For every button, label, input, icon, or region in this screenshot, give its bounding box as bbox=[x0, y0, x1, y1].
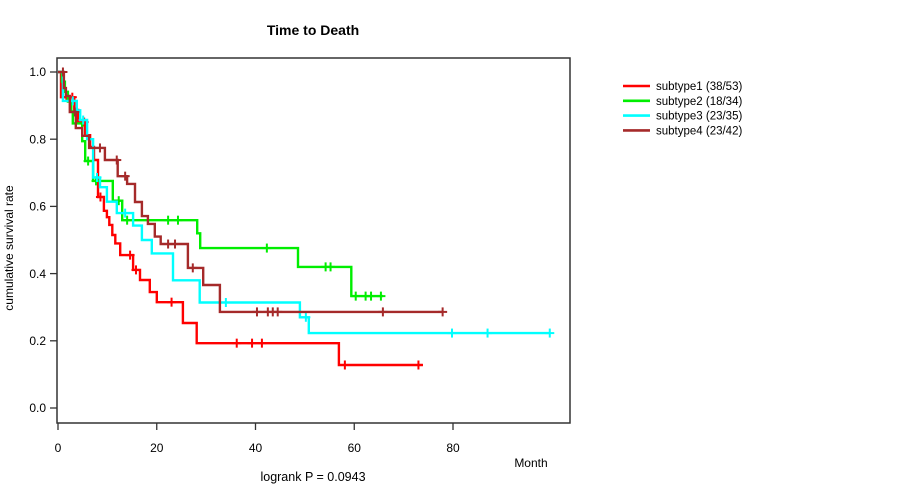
y-tick-label: 0.6 bbox=[29, 200, 46, 214]
y-tick-label: 0.4 bbox=[29, 267, 46, 281]
censor-marks-subtype4 bbox=[58, 67, 448, 317]
x-tick-label: 40 bbox=[249, 441, 263, 455]
survival-curve-subtype1 bbox=[58, 70, 423, 367]
y-axis-ticks: 0.0 0.2 0.4 0.6 0.8 1.0 bbox=[29, 65, 57, 415]
x-tick-label: 20 bbox=[150, 441, 164, 455]
plot-title: Time to Death bbox=[267, 22, 359, 38]
survival-curve-subtype2 bbox=[58, 70, 383, 298]
logrank-annotation: logrank P = 0.0943 bbox=[260, 470, 365, 484]
censor-marks-subtype1 bbox=[61, 92, 423, 370]
legend-label: subtype4 (23/42) bbox=[656, 125, 742, 137]
y-tick-label: 0.2 bbox=[29, 334, 46, 348]
legend-item-subtype1: subtype1 (38/53) bbox=[623, 81, 742, 93]
survival-curves bbox=[58, 67, 555, 370]
y-tick-label: 1.0 bbox=[29, 65, 46, 79]
legend-item-subtype4: subtype4 (23/42) bbox=[623, 125, 742, 137]
x-tick-label: 80 bbox=[446, 441, 460, 455]
y-tick-label: 0.0 bbox=[29, 401, 46, 415]
y-axis-title: cumulative survival rate bbox=[2, 185, 16, 311]
censor-marks-subtype2 bbox=[83, 156, 386, 301]
legend: subtype1 (38/53) subtype2 (18/34) subtype3… bbox=[623, 81, 742, 137]
legend-item-subtype3: subtype3 (23/35) bbox=[623, 111, 742, 123]
censor-marks-subtype3 bbox=[68, 96, 555, 338]
legend-label: subtype1 (38/53) bbox=[656, 81, 742, 93]
legend-label: subtype2 (18/34) bbox=[656, 96, 742, 108]
legend-item-subtype2: subtype2 (18/34) bbox=[623, 96, 742, 108]
plot-border bbox=[56, 57, 571, 424]
x-axis-ticks: 0 20 40 60 80 bbox=[55, 423, 460, 455]
legend-label: subtype3 (23/35) bbox=[656, 111, 742, 123]
x-tick-label: 0 bbox=[55, 441, 62, 455]
y-tick-label: 0.8 bbox=[29, 132, 46, 146]
x-axis-title: Month bbox=[514, 456, 547, 470]
survival-curve-subtype3 bbox=[58, 70, 550, 335]
survival-curve-subtype4 bbox=[58, 70, 443, 314]
x-tick-label: 60 bbox=[348, 441, 362, 455]
